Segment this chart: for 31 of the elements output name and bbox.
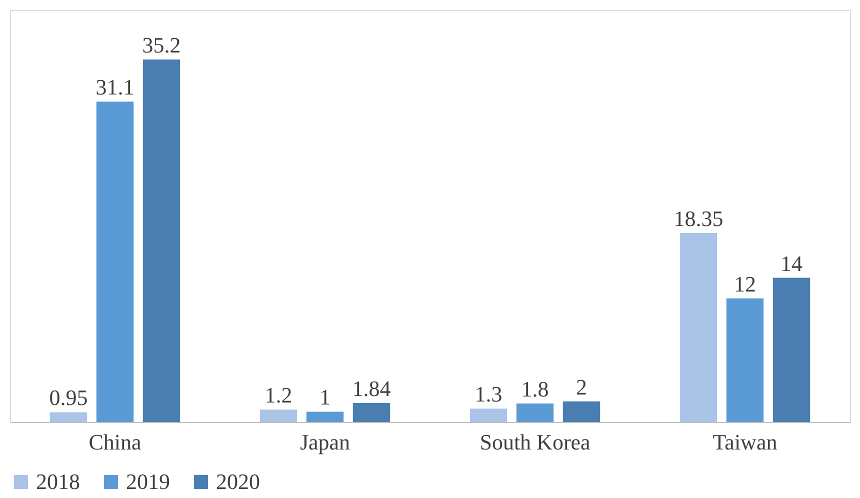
bar [352, 403, 390, 422]
bar [562, 401, 600, 422]
bar [726, 298, 764, 422]
bar [306, 412, 344, 422]
data-label: 35.2 [142, 32, 181, 58]
x-tick-label: Taiwan [712, 430, 778, 454]
data-label: 2 [576, 374, 587, 400]
data-label: 31.1 [96, 74, 134, 100]
x-tick-label: South Korea [480, 430, 591, 454]
bar [96, 102, 134, 422]
bar [516, 403, 554, 422]
x-tick-label: China [88, 430, 142, 454]
bar [260, 410, 298, 422]
bar [142, 59, 180, 422]
data-label: 1.3 [474, 382, 502, 407]
data-label: 0.95 [49, 385, 88, 410]
bar [470, 408, 508, 422]
bar [680, 232, 718, 422]
data-label: 1.8 [521, 376, 549, 402]
x-tick-label: Japan [300, 430, 350, 454]
data-label: 12 [734, 271, 756, 296]
data-label: 1.2 [264, 382, 292, 408]
bar [50, 412, 88, 422]
legend-label: 2018 [36, 469, 80, 494]
legend-label: 2020 [216, 469, 260, 494]
data-label: 1 [320, 384, 330, 410]
legend-label: 2019 [126, 469, 170, 494]
data-label: 14 [780, 250, 802, 276]
bar [772, 278, 810, 422]
data-label: 18.35 [674, 206, 724, 231]
data-label: 1.84 [352, 376, 391, 402]
